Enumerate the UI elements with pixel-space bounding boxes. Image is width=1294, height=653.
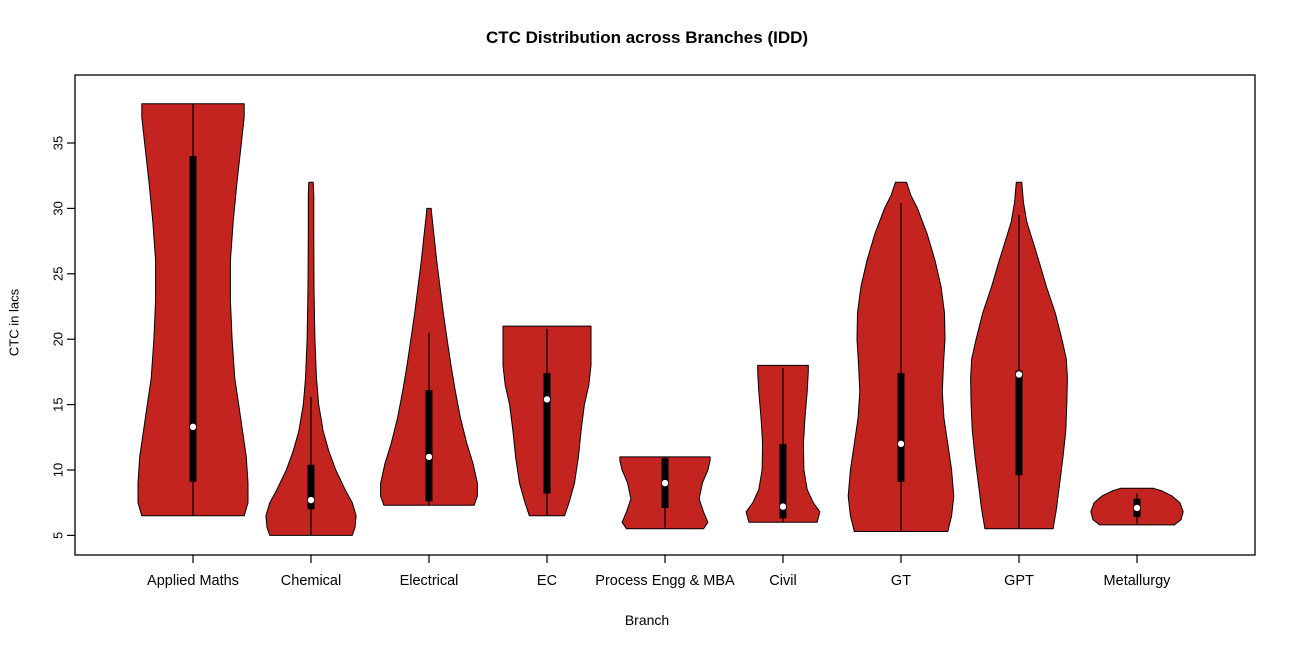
- y-tick-label: 5: [50, 532, 65, 539]
- iqr-box: [897, 373, 905, 482]
- median-dot: [188, 422, 197, 431]
- median-dot: [661, 479, 670, 488]
- x-category-label: Process Engg & MBA: [595, 573, 735, 589]
- iqr-box: [189, 156, 197, 482]
- x-category-label: GT: [891, 573, 911, 589]
- median-dot: [779, 502, 788, 511]
- y-tick-label: 25: [50, 267, 65, 281]
- median-dot: [897, 439, 906, 448]
- x-category-label: Chemical: [281, 573, 341, 589]
- y-tick-label: 35: [50, 136, 65, 150]
- y-tick-label: 20: [50, 332, 65, 346]
- x-category-label: GPT: [1004, 573, 1034, 589]
- y-tick-label: 10: [50, 463, 65, 477]
- x-category-label: Applied Maths: [147, 573, 239, 589]
- x-category-label: Electrical: [400, 573, 459, 589]
- y-axis-label: CTC in lacs: [6, 288, 22, 357]
- violin-shape: [265, 181, 357, 536]
- chart-title: CTC Distribution across Branches (IDD): [485, 28, 809, 47]
- x-category-label: Civil: [769, 573, 796, 589]
- x-category-label: EC: [537, 573, 557, 589]
- iqr-box: [779, 443, 787, 519]
- median-dot: [424, 452, 433, 461]
- median-dot: [1133, 503, 1142, 512]
- median-dot: [543, 395, 552, 404]
- iqr-box: [1015, 370, 1023, 476]
- y-tick-label: 30: [50, 201, 65, 215]
- median-dot: [306, 496, 315, 505]
- iqr-box: [543, 373, 551, 494]
- x-category-label: Metallurgy: [1104, 573, 1172, 589]
- median-dot: [1015, 370, 1024, 379]
- y-tick-label: 15: [50, 397, 65, 411]
- iqr-box: [425, 390, 433, 502]
- iqr-box: [307, 464, 315, 510]
- x-axis-label: Branch: [624, 612, 670, 628]
